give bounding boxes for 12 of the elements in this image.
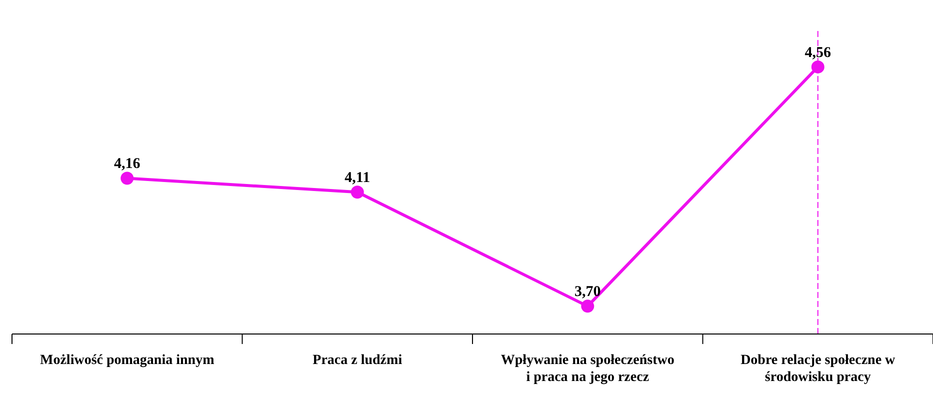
x-tick-label: Dobre relacje społeczne w środowisku pracy — [740, 353, 896, 385]
data-label: 4,11 — [344, 170, 370, 186]
x-tick-label: Możliwość pomagania innym — [40, 353, 215, 368]
data-label: 4,56 — [804, 44, 832, 61]
point — [350, 186, 364, 199]
x-tick-label: Wpływanie na społeczeństwo i praca na jego rzecz — [500, 353, 674, 385]
x-tick-label: Praca z ludźmi — [312, 353, 402, 368]
point — [581, 300, 594, 313]
point — [811, 60, 824, 74]
data-label: 4,16 — [114, 156, 141, 172]
data-label: 3,70 — [574, 284, 601, 300]
point — [120, 172, 134, 185]
